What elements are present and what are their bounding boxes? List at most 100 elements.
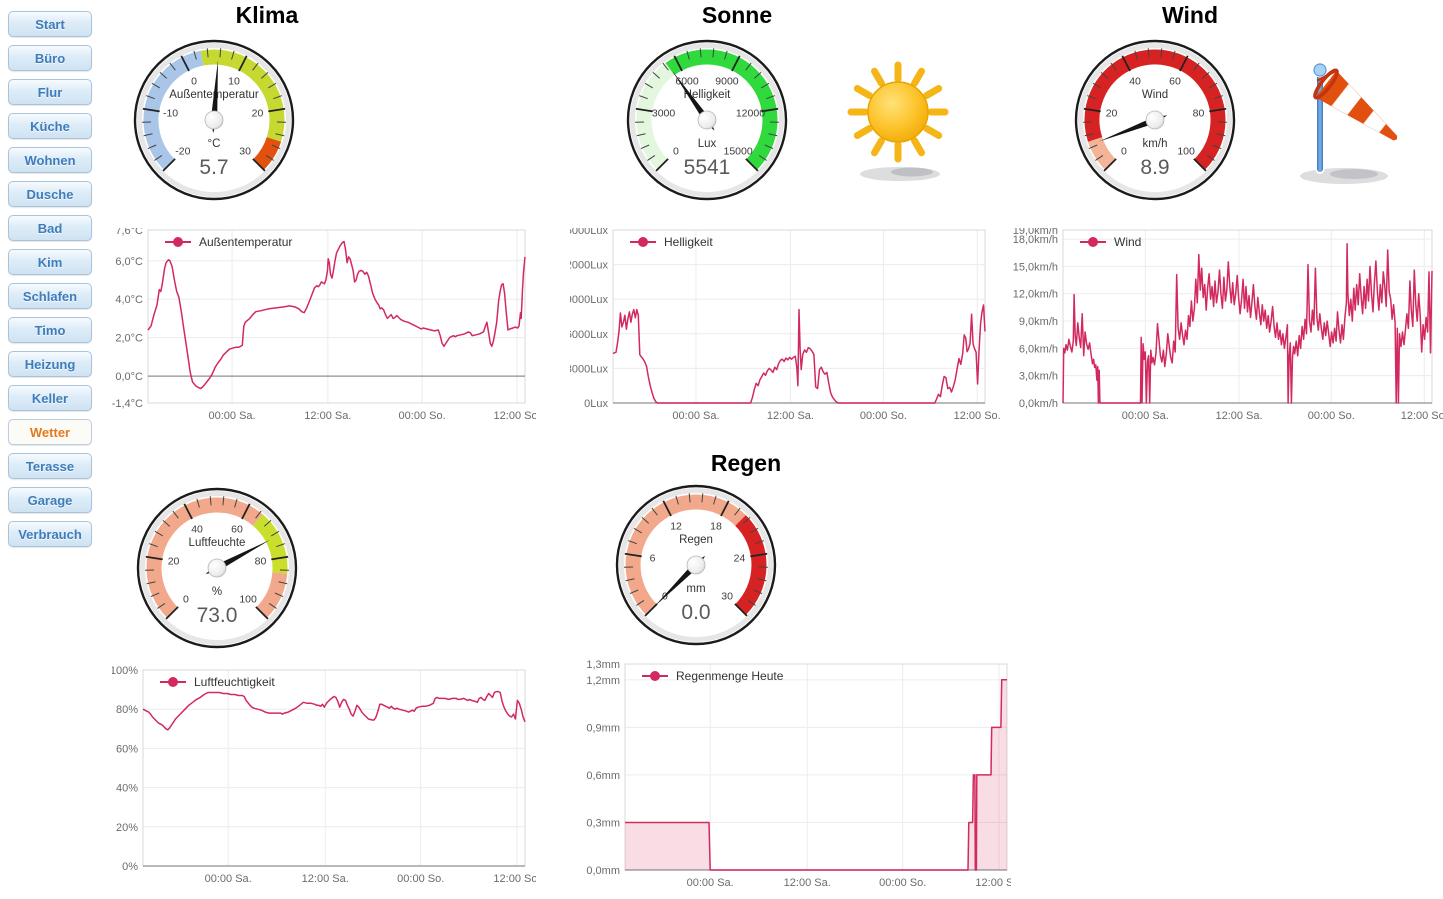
svg-text:-20: -20 — [175, 146, 190, 158]
svg-text:0: 0 — [673, 146, 679, 158]
svg-text:15000Lux: 15000Lux — [570, 228, 608, 237]
svg-text:12: 12 — [670, 520, 682, 532]
svg-text:18: 18 — [710, 520, 722, 532]
svg-text:7,6°C: 7,6°C — [115, 228, 143, 237]
svg-text:12:00 Sa.: 12:00 Sa. — [1215, 410, 1262, 422]
svg-text:%: % — [212, 586, 222, 598]
svg-text:40: 40 — [191, 523, 203, 535]
svg-text:30: 30 — [239, 146, 251, 158]
sidebar-item-heizung[interactable]: Heizung — [8, 351, 92, 377]
rain-amount-chart: 0,0mm 0,3mm 0,6mm 0,9mm 1,2mm 1,3mm 00:00 Sa. 1… — [585, 658, 1022, 895]
svg-text:6: 6 — [650, 553, 656, 565]
sidebar-item-garage[interactable]: Garage — [8, 487, 92, 513]
sidebar-item-büro[interactable]: Büro — [8, 45, 92, 71]
svg-text:100: 100 — [239, 594, 257, 606]
svg-text:Lux: Lux — [698, 138, 717, 150]
svg-text:6000Lux: 6000Lux — [570, 329, 608, 341]
svg-text:12000: 12000 — [736, 108, 765, 120]
section-title-wind: Wind — [1162, 2, 1218, 28]
sidebar-item-keller[interactable]: Keller — [8, 385, 92, 411]
svg-text:Helligkeit: Helligkeit — [684, 89, 731, 101]
svg-text:15000: 15000 — [724, 146, 753, 158]
svg-text:4,0°C: 4,0°C — [115, 294, 143, 306]
windsock-icon — [1288, 56, 1404, 193]
brightness-gauge: 0 3000 6000 9000 12000 15000 Helligkeit Lux 5541 — [625, 38, 789, 207]
svg-text:60: 60 — [1169, 75, 1181, 87]
svg-text:Luftfeuchte: Luftfeuchte — [189, 537, 246, 549]
svg-text:100%: 100% — [112, 665, 138, 677]
sidebar-item-küche[interactable]: Küche — [8, 113, 92, 139]
svg-text:Wind: Wind — [1114, 235, 1141, 249]
sidebar-item-timo[interactable]: Timo — [8, 317, 92, 343]
svg-text:0: 0 — [183, 594, 189, 606]
svg-text:2,0°C: 2,0°C — [115, 333, 143, 345]
svg-text:00:00 So.: 00:00 So. — [860, 410, 907, 422]
svg-text:00:00 So.: 00:00 So. — [399, 410, 446, 422]
sidebar-item-bad[interactable]: Bad — [8, 215, 92, 241]
svg-text:3000Lux: 3000Lux — [570, 363, 608, 375]
svg-text:60%: 60% — [116, 743, 138, 755]
sidebar-item-wohnen[interactable]: Wohnen — [8, 147, 92, 173]
svg-text:Regenmenge Heute: Regenmenge Heute — [676, 669, 784, 683]
svg-text:12:00 Sa.: 12:00 Sa. — [784, 877, 831, 889]
sidebar: Start Büro Flur Küche Wohnen Dusche Bad Kim Schl… — [8, 11, 92, 555]
svg-text:0,3mm: 0,3mm — [586, 817, 620, 829]
sidebar-item-dusche[interactable]: Dusche — [8, 181, 92, 207]
svg-text:0,0km/h: 0,0km/h — [1019, 398, 1058, 410]
svg-text:20: 20 — [252, 108, 264, 120]
svg-text:10: 10 — [228, 75, 240, 87]
svg-text:0: 0 — [191, 75, 197, 87]
section-title-regen: Regen — [710, 450, 782, 476]
svg-text:Helligkeit: Helligkeit — [664, 235, 713, 249]
sidebar-item-schlafen[interactable]: Schlafen — [8, 283, 92, 309]
svg-text:00:00 Sa.: 00:00 Sa. — [209, 410, 256, 422]
svg-text:5.7: 5.7 — [199, 156, 228, 179]
svg-text:12:00 So.: 12:00 So. — [494, 410, 536, 422]
svg-text:0,6mm: 0,6mm — [586, 770, 620, 782]
svg-text:3000: 3000 — [652, 108, 676, 120]
svg-text:60: 60 — [231, 523, 243, 535]
sidebar-item-terasse[interactable]: Terasse — [8, 453, 92, 479]
svg-text:00:00 Sa.: 00:00 Sa. — [672, 410, 719, 422]
svg-text:30: 30 — [721, 591, 733, 603]
svg-text:19,0km/h: 19,0km/h — [1013, 228, 1058, 237]
svg-text:8.9: 8.9 — [1140, 156, 1169, 179]
wind-speed-gauge: 0 20 40 60 80 100 Wind km/h 8.9 — [1073, 38, 1237, 207]
svg-text:18,0km/h: 18,0km/h — [1013, 234, 1058, 246]
svg-text:00:00 Sa.: 00:00 Sa. — [687, 877, 734, 889]
svg-text:1,3mm: 1,3mm — [586, 659, 620, 671]
outdoor-temperature-gauge: -20-100102030Außentemperatur°C5.7 — [132, 38, 296, 207]
svg-text:00:00 So.: 00:00 So. — [879, 877, 926, 889]
sidebar-item-flur[interactable]: Flur — [8, 79, 92, 105]
svg-text:12:00 So.: 12:00 So. — [493, 873, 536, 884]
sidebar-item-kim[interactable]: Kim — [8, 249, 92, 275]
svg-text:km/h: km/h — [1143, 138, 1168, 150]
svg-text:0Lux: 0Lux — [584, 398, 608, 410]
sidebar-item-wetter[interactable]: Wetter — [8, 419, 92, 445]
svg-text:0,9mm: 0,9mm — [586, 722, 620, 734]
svg-text:12:00 Sa.: 12:00 Sa. — [302, 873, 349, 884]
outdoor-temperature-chart: -1,4°C 0,0°C 2,0°C 4,0°C 6,0°C 7,6°C 00:00 Sa.… — [112, 225, 541, 429]
svg-text:0%: 0% — [122, 861, 138, 873]
svg-text:1,2mm: 1,2mm — [586, 675, 620, 687]
svg-text:6,0km/h: 6,0km/h — [1019, 343, 1058, 355]
svg-text:40: 40 — [1129, 75, 1141, 87]
svg-text:0.0: 0.0 — [681, 601, 710, 624]
svg-text:6,0°C: 6,0°C — [115, 256, 143, 268]
sidebar-item-verbrauch[interactable]: Verbrauch — [8, 521, 92, 547]
svg-text:°C: °C — [208, 138, 221, 150]
section-title-sonne: Sonne — [701, 2, 773, 28]
svg-text:20: 20 — [1106, 108, 1118, 120]
svg-text:mm: mm — [686, 583, 705, 595]
sun-icon — [838, 60, 960, 192]
svg-text:12:00 So.: 12:00 So. — [975, 877, 1011, 889]
sidebar-item-start[interactable]: Start — [8, 11, 92, 37]
section-title-klima: Klima — [235, 2, 299, 28]
svg-text:9,0km/h: 9,0km/h — [1019, 316, 1058, 328]
svg-text:100: 100 — [1177, 146, 1195, 158]
svg-text:20: 20 — [168, 556, 180, 568]
svg-text:80%: 80% — [116, 704, 138, 716]
svg-text:Wind: Wind — [1142, 89, 1168, 101]
